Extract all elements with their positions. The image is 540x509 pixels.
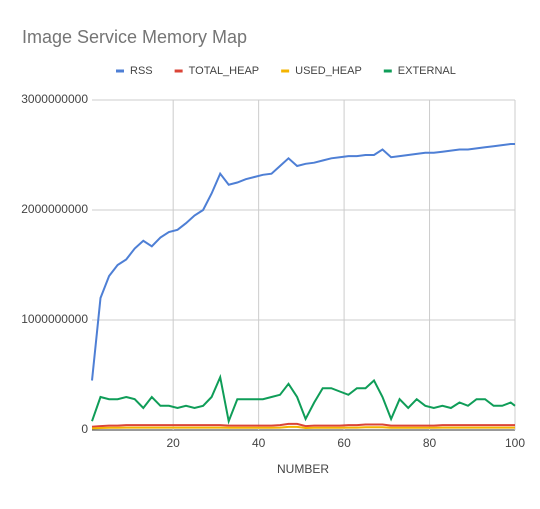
legend-label: EXTERNAL bbox=[398, 65, 456, 77]
legend-label: USED_HEAP bbox=[295, 65, 362, 77]
legend-label: RSS bbox=[130, 65, 153, 77]
x-tick-label: 60 bbox=[337, 436, 351, 450]
x-axis-label: NUMBER bbox=[277, 462, 329, 476]
y-tick-label: 2000000000 bbox=[21, 202, 88, 216]
x-tick-label: 20 bbox=[167, 436, 181, 450]
x-tick-label: 100 bbox=[505, 436, 525, 450]
y-tick-label: 1000000000 bbox=[21, 312, 88, 326]
x-tick-label: 40 bbox=[252, 436, 266, 450]
series-line bbox=[91, 143, 515, 381]
series-line bbox=[91, 373, 516, 425]
legend-label: TOTAL_HEAP bbox=[189, 65, 260, 77]
y-tick-label: 0 bbox=[81, 422, 88, 436]
series-line bbox=[91, 425, 515, 430]
chart-title: Image Service Memory Map bbox=[22, 27, 247, 47]
y-tick-label: 3000000000 bbox=[21, 92, 88, 106]
series-line bbox=[91, 422, 515, 428]
x-tick-label: 80 bbox=[423, 436, 437, 450]
